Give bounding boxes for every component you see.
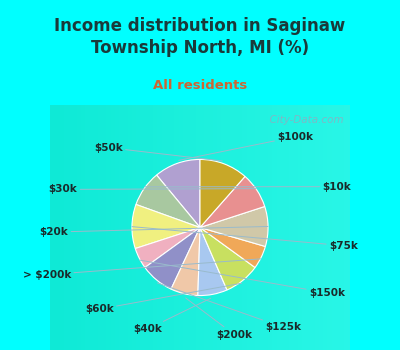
Wedge shape	[132, 204, 200, 248]
Wedge shape	[198, 228, 227, 295]
Text: $100k: $100k	[179, 132, 313, 160]
Text: $10k: $10k	[145, 182, 351, 192]
Wedge shape	[136, 175, 200, 228]
Text: $200k: $200k	[186, 298, 252, 339]
Text: $20k: $20k	[40, 226, 268, 237]
Text: All residents: All residents	[153, 79, 247, 92]
Wedge shape	[157, 160, 200, 228]
Wedge shape	[200, 206, 268, 246]
Wedge shape	[171, 228, 200, 295]
Text: $150k: $150k	[140, 260, 345, 298]
Wedge shape	[200, 176, 265, 228]
Wedge shape	[200, 228, 265, 267]
Text: Income distribution in Saginaw
Township North, MI (%): Income distribution in Saginaw Township …	[54, 17, 346, 57]
Text: > $200k: > $200k	[23, 259, 261, 280]
Wedge shape	[200, 160, 245, 228]
Text: $40k: $40k	[133, 298, 211, 334]
Text: $75k: $75k	[132, 227, 358, 251]
Text: $60k: $60k	[85, 283, 242, 314]
Wedge shape	[135, 228, 200, 267]
Text: $30k: $30k	[49, 184, 256, 194]
Text: $50k: $50k	[94, 143, 222, 161]
Text: City-Data.com: City-Data.com	[263, 115, 344, 125]
Wedge shape	[145, 228, 200, 289]
Wedge shape	[200, 228, 255, 290]
Text: $125k: $125k	[158, 283, 301, 332]
